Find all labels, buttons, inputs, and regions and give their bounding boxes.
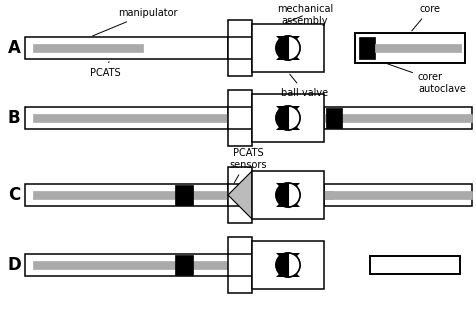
Wedge shape [288,36,299,60]
Bar [175,185,193,205]
Text: C: C [8,186,20,204]
Text: manipulator: manipulator [92,8,178,36]
Wedge shape [288,106,299,130]
Text: ball valve: ball valve [281,74,328,98]
Bar [251,94,323,142]
Bar [358,37,374,59]
Circle shape [276,36,299,60]
Bar [374,44,460,52]
Bar [175,255,193,275]
Text: core: core [411,4,439,31]
Bar [228,20,251,76]
Polygon shape [276,183,299,195]
Bar [323,191,471,199]
Bar [228,167,251,223]
Text: mechanical
assembly: mechanical assembly [276,4,332,26]
Bar [323,107,471,129]
Wedge shape [276,183,288,207]
Polygon shape [228,171,251,219]
Wedge shape [276,36,288,60]
Bar [323,184,471,206]
Text: A: A [8,39,20,57]
Polygon shape [276,195,299,207]
Bar [33,191,332,199]
Wedge shape [276,253,288,277]
Bar [33,44,143,52]
Bar [251,171,323,219]
Text: PCATS: PCATS [89,62,120,78]
Bar [33,261,282,269]
Bar [323,114,471,122]
Polygon shape [276,253,299,265]
Bar [25,107,228,129]
Polygon shape [276,106,299,118]
Bar [325,108,341,128]
Wedge shape [276,106,288,130]
Polygon shape [276,265,299,277]
Text: PCATS
sensors: PCATS sensors [229,148,266,183]
Text: D: D [7,256,21,274]
Wedge shape [288,183,299,207]
Circle shape [276,183,299,207]
Circle shape [276,106,299,130]
Polygon shape [276,118,299,130]
Bar [228,237,251,293]
Bar [25,184,228,206]
Text: B: B [8,109,20,127]
Polygon shape [276,36,299,48]
Wedge shape [288,253,299,277]
Bar [25,37,228,59]
Polygon shape [276,48,299,60]
Bar [369,256,459,274]
Bar [251,241,323,289]
Bar [251,24,323,72]
Bar [25,254,271,276]
Bar [228,90,251,146]
Circle shape [276,253,299,277]
Text: corer
autoclave: corer autoclave [387,64,465,93]
Bar [354,33,464,63]
Bar [33,114,272,122]
